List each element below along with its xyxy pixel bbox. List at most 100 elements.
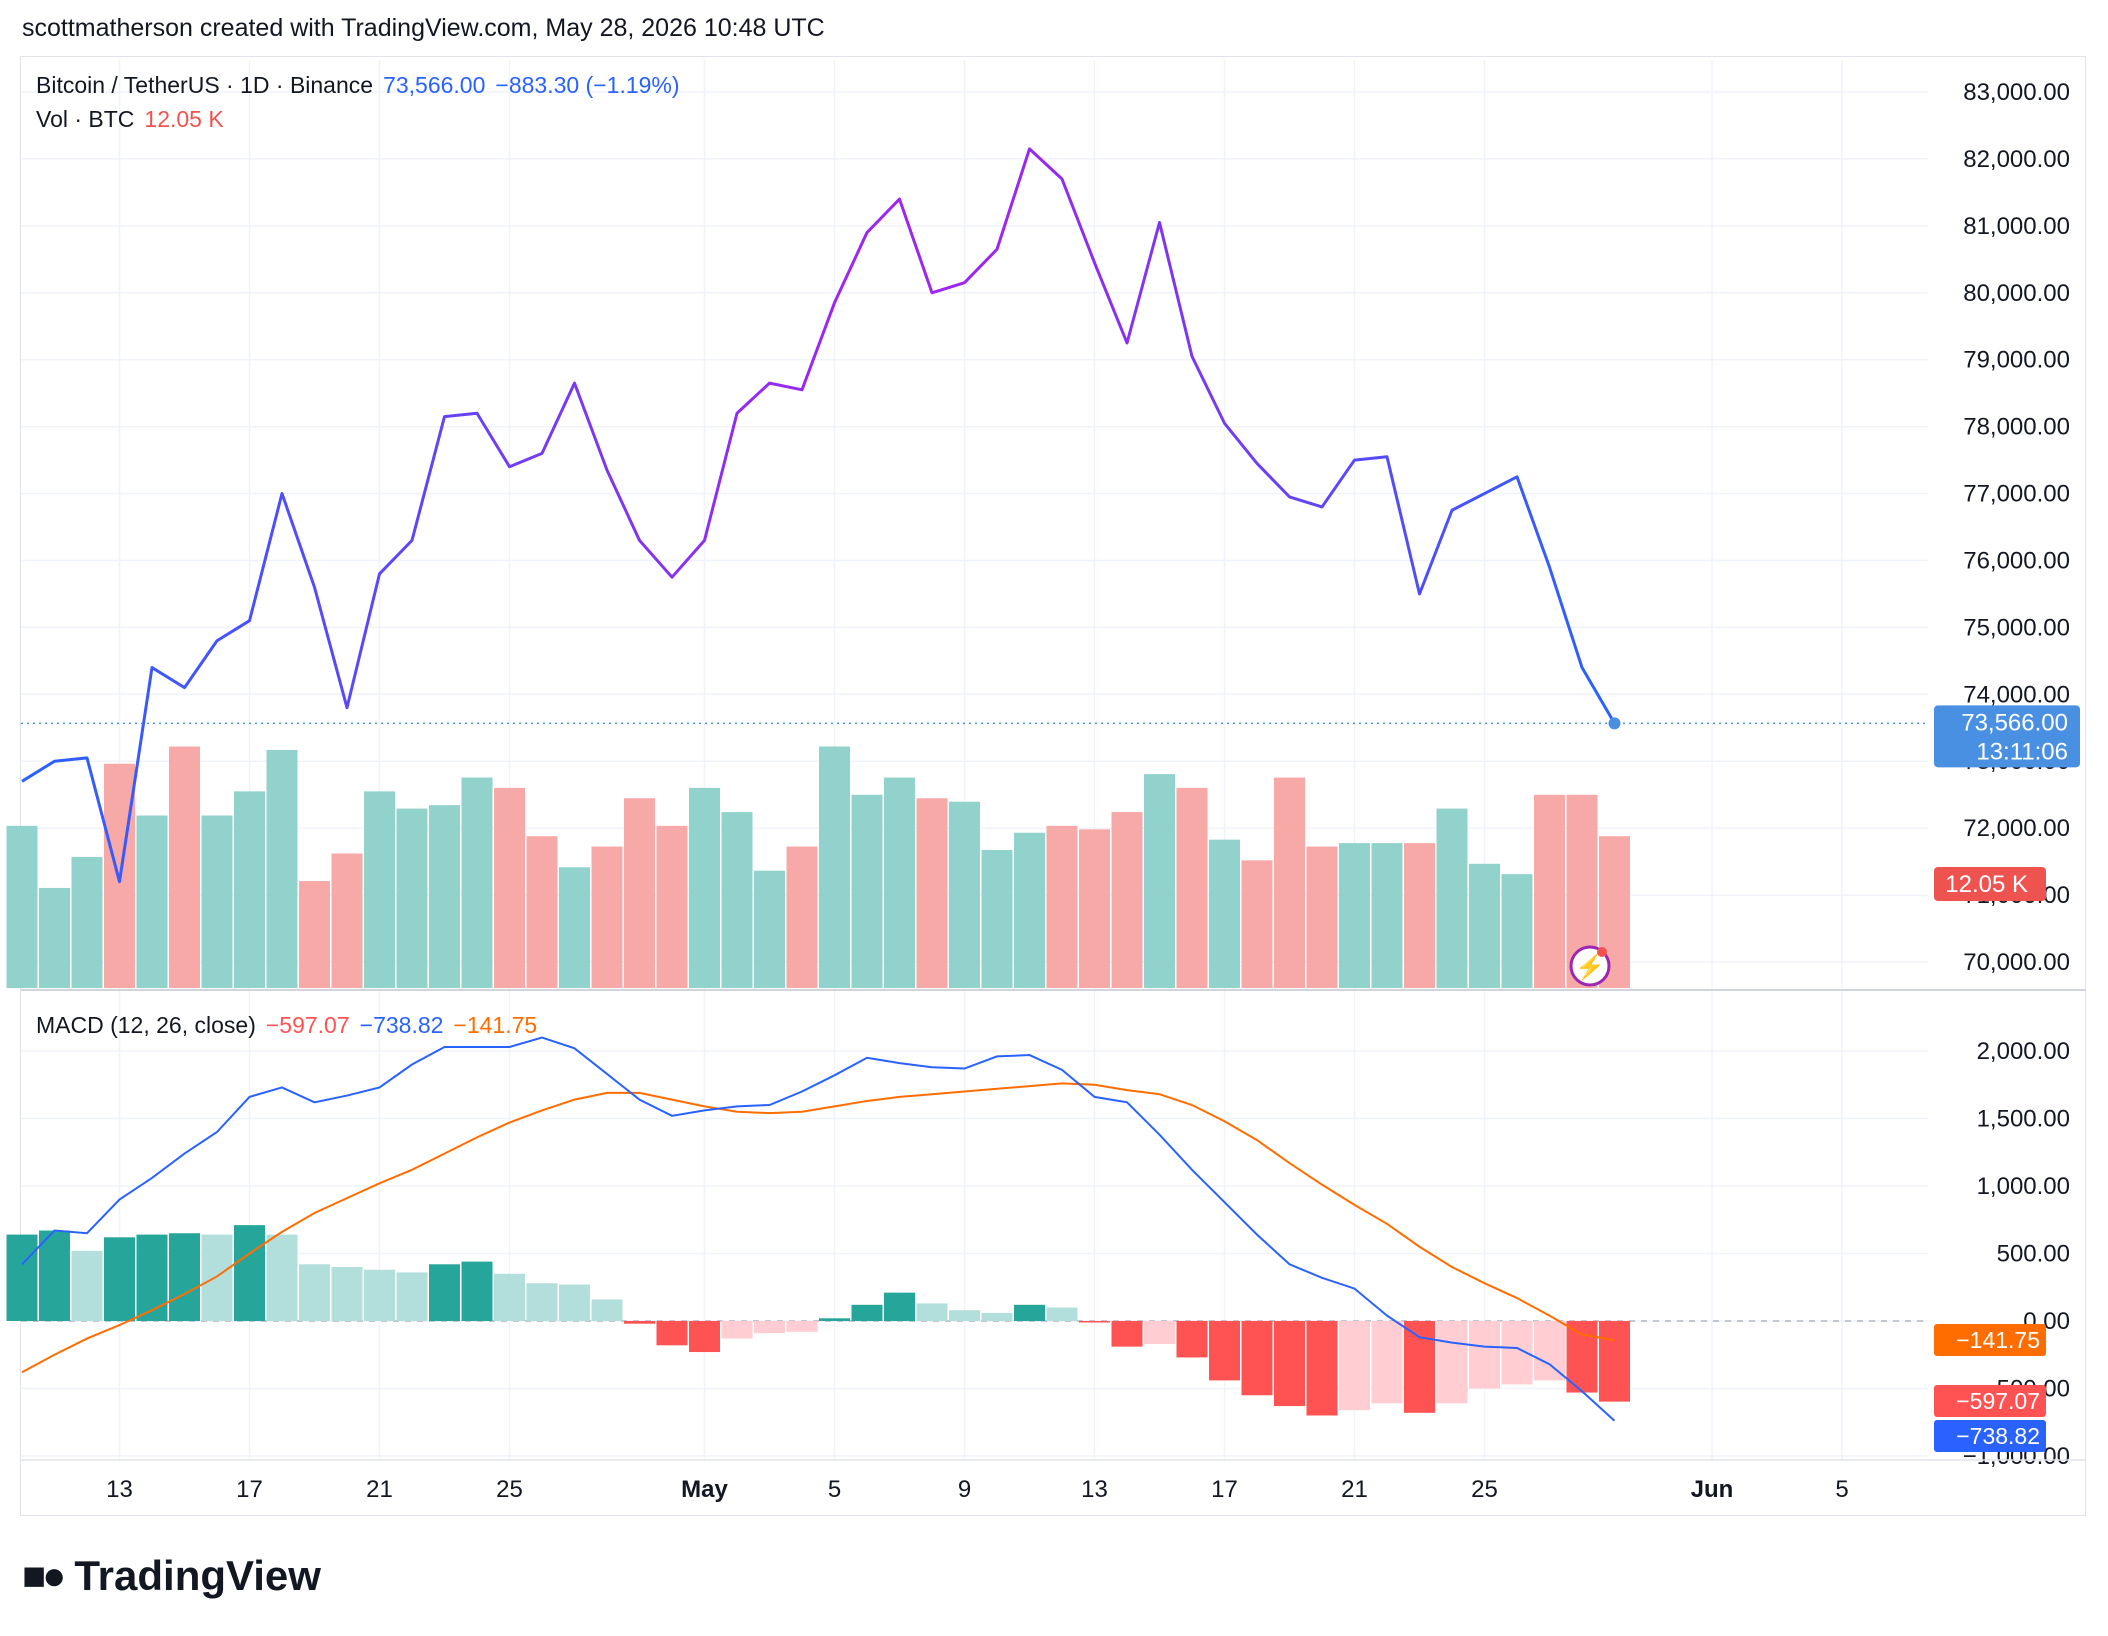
current-price-tag <box>1934 705 2080 768</box>
volume-bar <box>1046 825 1078 988</box>
volume-bar <box>1144 774 1175 988</box>
x-axis-tick-label: 5 <box>828 1476 841 1503</box>
price-line <box>21 147 1616 884</box>
macd-histogram-bar <box>1144 1321 1175 1344</box>
signal-tag-value: −141.75 <box>1956 1327 2040 1353</box>
macd-histogram-bar <box>656 1321 688 1346</box>
macd-axis-label: 1,500.00 <box>1977 1106 2070 1133</box>
macd-line-value: −738.82 <box>359 1012 444 1038</box>
x-axis-tick-label: 21 <box>1341 1476 1368 1503</box>
volume-bar <box>1079 829 1110 988</box>
volume-bar <box>1111 812 1143 988</box>
macd-histogram-bar <box>136 1234 168 1321</box>
volume-bar <box>721 812 753 988</box>
volume-bar <box>461 777 493 988</box>
macd-histogram-bar <box>1274 1321 1305 1407</box>
volume-bar <box>884 777 915 988</box>
symbol-label[interactable]: Bitcoin / TetherUS · 1D · Binance <box>36 72 374 98</box>
current-price-tag-value: 73,566.00 <box>1961 709 2068 736</box>
macd-histogram-bar <box>526 1283 558 1321</box>
tradingview-logo[interactable]: ■● TradingView <box>22 1552 321 1600</box>
price-axis-label: 80,000.00 <box>1963 280 2070 307</box>
macd-histogram-bar <box>1014 1304 1045 1321</box>
volume-bar <box>786 846 818 988</box>
histogram-tag-value: −597.07 <box>1956 1388 2040 1414</box>
macd-label[interactable]: MACD (12, 26, close) <box>36 1012 256 1038</box>
volume-bar <box>656 825 688 988</box>
volume-value: 12.05 K <box>144 106 224 132</box>
volume-bar <box>1436 808 1468 988</box>
current-price-countdown: 13:11:06 <box>1976 738 2068 765</box>
volume-bar <box>1176 787 1208 988</box>
price-axis-label: 72,000.00 <box>1963 815 2070 842</box>
volume-bar <box>689 787 720 988</box>
macd-histogram-bar <box>624 1321 655 1324</box>
volume-tag-value: 12.05 K <box>1945 871 2028 898</box>
macd-histogram-bar <box>331 1267 363 1321</box>
macd-histogram-bar <box>461 1261 493 1321</box>
volume-legend: Vol · BTC 12.05 K <box>36 106 234 133</box>
volume-bar <box>591 846 623 988</box>
volume-bar <box>299 881 330 988</box>
macd-axis-label: 500.00 <box>1997 1241 2070 1268</box>
volume-bar <box>396 808 428 988</box>
volume-bar <box>266 749 298 988</box>
volume-bar <box>981 850 1013 988</box>
macd-histogram-bar <box>591 1299 623 1321</box>
macd-histogram-bar <box>1079 1321 1110 1323</box>
macd-histogram-bar <box>754 1321 785 1334</box>
volume-bar <box>1501 874 1533 988</box>
macd-histogram-bar <box>1209 1321 1240 1381</box>
volume-bar <box>526 836 558 988</box>
macd-histogram-bar <box>201 1234 233 1321</box>
volume-bar <box>851 794 883 988</box>
macd-histogram-bar <box>494 1273 525 1321</box>
volume-bar <box>754 870 785 988</box>
x-axis-tick-label: 25 <box>1471 1476 1498 1503</box>
macd-histogram-bar <box>851 1304 883 1321</box>
price-legend: Bitcoin / TetherUS · 1D · Binance 73,566.… <box>36 72 690 99</box>
macd-histogram-bar <box>1176 1321 1208 1358</box>
volume-bar <box>39 887 70 988</box>
price-axis-label: 81,000.00 <box>1963 213 2070 240</box>
price-axis-label: 74,000.00 <box>1963 681 2070 708</box>
signal-line <box>21 1082 1615 1374</box>
macd-axis-label: 2,000.00 <box>1977 1038 2070 1065</box>
last-price-value: 73,566.00 <box>383 72 486 98</box>
price-axis-label: 77,000.00 <box>1963 481 2070 508</box>
price-axis-label: 78,000.00 <box>1963 414 2070 441</box>
x-axis-tick-label: 21 <box>366 1476 393 1503</box>
flash-alert-glyph: ⚡ <box>1575 953 1605 981</box>
volume-bar <box>1306 846 1338 988</box>
volume-bar <box>624 798 655 988</box>
volume-bar <box>1469 863 1500 988</box>
x-axis-tick-label: 9 <box>958 1476 971 1503</box>
volume-bar <box>559 867 590 988</box>
volume-bar <box>1534 794 1565 988</box>
macd-tag <box>1934 1420 2046 1452</box>
volume-bar <box>1241 860 1273 988</box>
macd-histogram-bar <box>689 1321 720 1353</box>
macd-histogram-bar <box>39 1230 70 1321</box>
volume-bar <box>364 791 395 988</box>
volume-label[interactable]: Vol · BTC <box>36 106 135 132</box>
volume-bar <box>1274 777 1305 988</box>
chart-attribution: scottmatherson created with TradingView.… <box>22 14 825 42</box>
volume-bar <box>1014 832 1045 988</box>
x-axis-tick-label: May <box>681 1476 728 1503</box>
x-axis-tick-label: 17 <box>1211 1476 1238 1503</box>
price-axis-label: 79,000.00 <box>1963 347 2070 374</box>
macd-histogram-bar <box>1306 1321 1338 1416</box>
macd-histogram-bar <box>786 1321 818 1332</box>
macd-histogram-bar <box>819 1318 850 1321</box>
x-axis-tick-label: 13 <box>1081 1476 1108 1503</box>
macd-histogram-bar <box>266 1234 298 1321</box>
price-axis-label: 70,000.00 <box>1963 949 2070 976</box>
macd-histogram-bar <box>1566 1321 1598 1393</box>
macd-histogram-bar <box>1371 1321 1403 1404</box>
macd-histogram-bar <box>396 1272 428 1321</box>
x-axis-tick-label: 13 <box>106 1476 133 1503</box>
macd-histogram-bar <box>1241 1321 1273 1396</box>
macd-histogram-bar <box>1469 1321 1500 1389</box>
